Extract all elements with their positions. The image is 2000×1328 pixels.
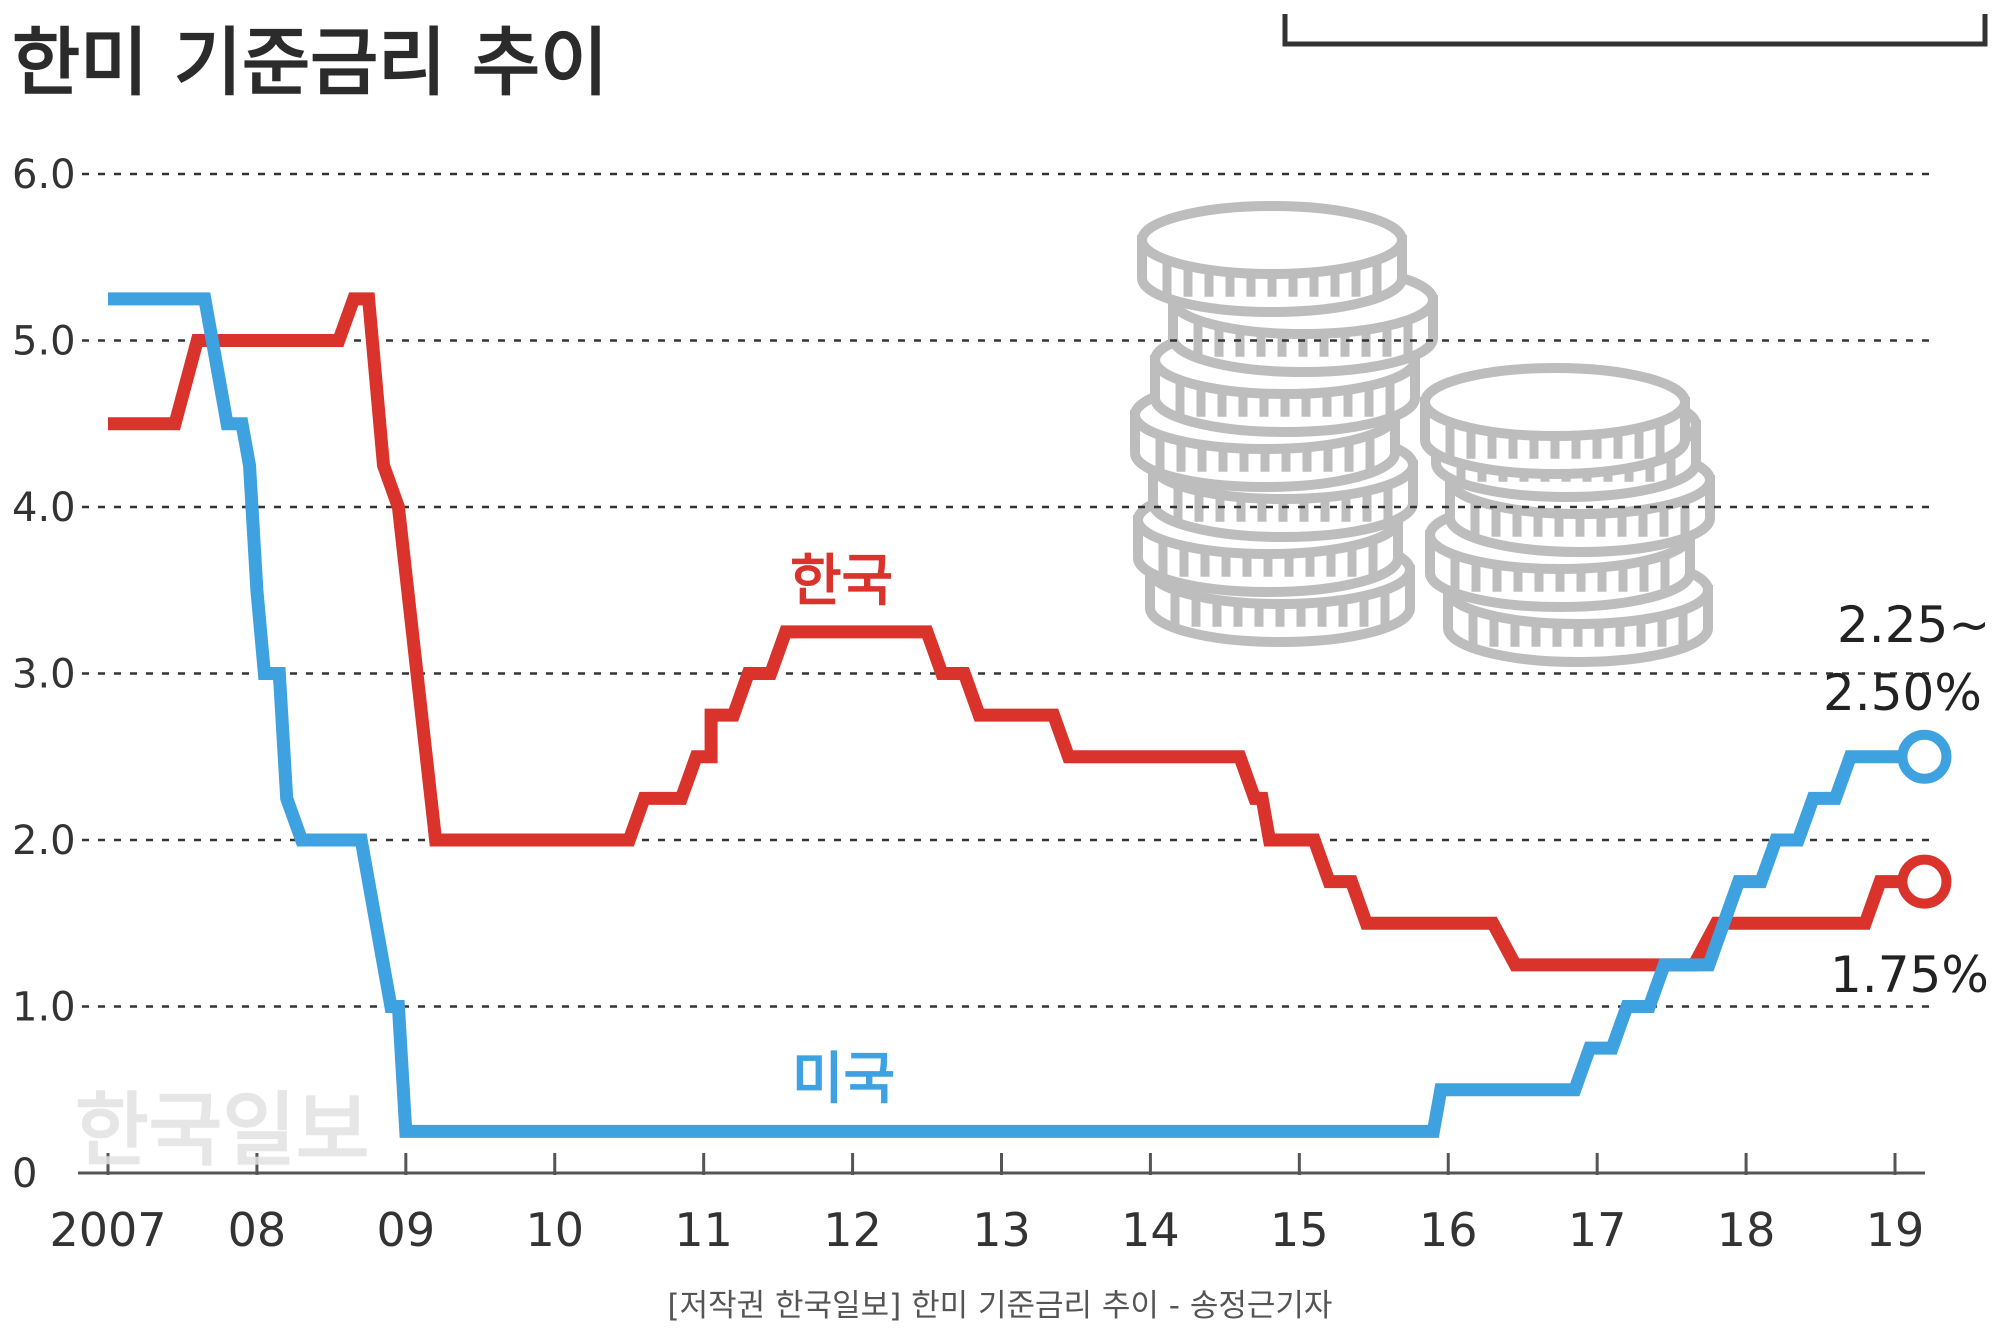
axis-layer: 0 1.0 2.0 3.0 4.0 5.0 6.0 2007 08 09 10 11 12 13 14 15 1… [12, 152, 1925, 1257]
y-tick-label: 5.0 [12, 319, 76, 365]
series-label-usa: 미국 [792, 1047, 895, 1112]
legend-box-fragment [1282, 14, 1988, 47]
usa-end-label-line2: 2.50% [1823, 664, 1982, 722]
grid-layer [82, 172, 1930, 1008]
series-layer [108, 292, 1952, 1138]
y-tick-label: 0 [12, 1151, 37, 1197]
x-tick-label: 15 [1270, 1203, 1329, 1257]
y-tick-label: 2.0 [12, 818, 76, 864]
usa-end-label-line1: 2.25~ [1837, 596, 1990, 654]
x-tick-label: 14 [1121, 1203, 1180, 1257]
x-tick-label: 10 [525, 1203, 584, 1257]
x-tick-label: 18 [1717, 1203, 1776, 1257]
korea-end-label: 1.75% [1830, 946, 1989, 1004]
x-tick-label: 2007 [49, 1203, 166, 1257]
series-label-korea: 한국 [790, 549, 893, 614]
y-tick-label: 6.0 [12, 152, 76, 198]
watermark: 한국일보 [75, 1084, 369, 1177]
y-tick-label: 1.0 [12, 985, 76, 1031]
y-tick-label: 3.0 [12, 652, 76, 698]
x-tick-label: 12 [823, 1203, 882, 1257]
chart-title: 한미 기준금리 추이 [12, 20, 608, 106]
coins-illustration [1130, 201, 1715, 667]
series-line-korea [108, 292, 1903, 972]
x-tick-label: 19 [1866, 1203, 1925, 1257]
series-end-marker-korea [1897, 854, 1952, 909]
x-tick-label: 08 [228, 1203, 287, 1257]
series-end-marker-usa [1897, 729, 1952, 784]
x-tick-label: 13 [972, 1203, 1031, 1257]
x-tick-label: 16 [1419, 1203, 1478, 1257]
coin [1420, 363, 1690, 479]
x-tick-label: 09 [377, 1203, 436, 1257]
series-line-usa [108, 292, 1903, 1138]
x-tick-label: 11 [674, 1203, 733, 1257]
y-tick-label: 4.0 [12, 485, 76, 531]
coin [1137, 201, 1407, 317]
source-caption: [저작권 한국일보] 한미 기준금리 추이 - 송정근기자 [668, 1288, 1333, 1324]
x-tick-label: 17 [1568, 1203, 1627, 1257]
